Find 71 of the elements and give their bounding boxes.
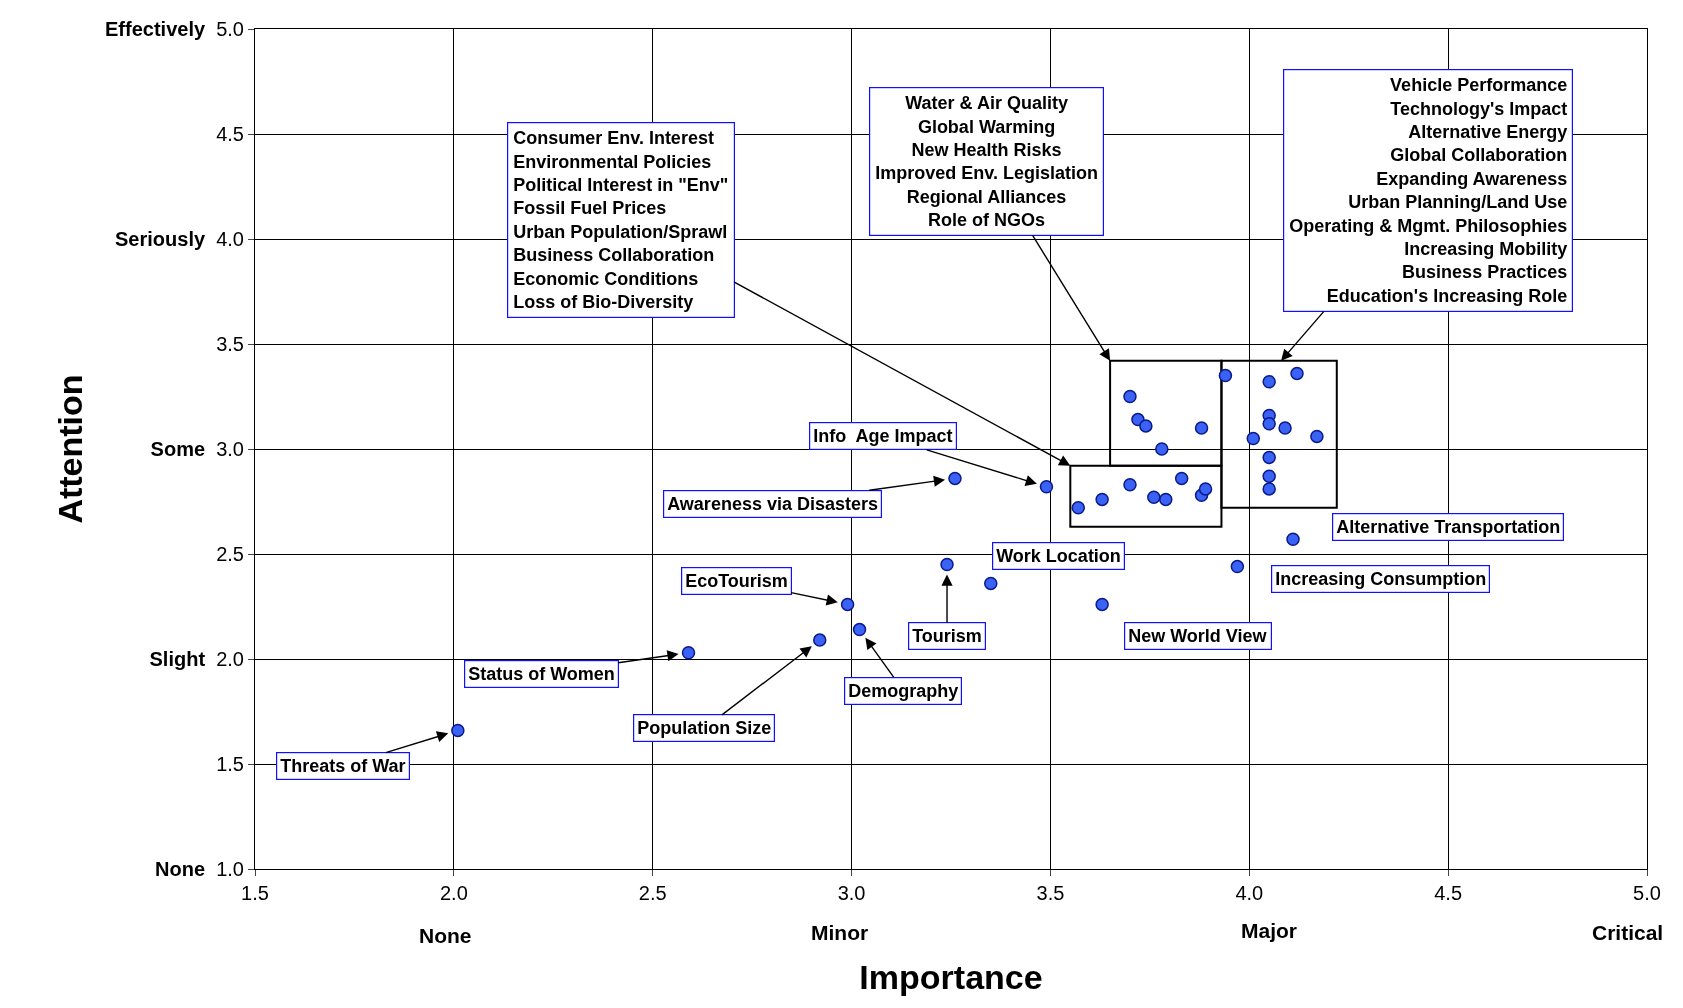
point: [940, 557, 954, 572]
text: None: [419, 924, 472, 947]
point: [1123, 389, 1137, 404]
annotation: Work Location: [996, 546, 1121, 567]
x-tick-label: 3.0: [837, 882, 866, 904]
annotation: Demography: [848, 681, 959, 702]
text: Minor: [811, 921, 869, 944]
point: [1310, 429, 1324, 444]
text: Major: [1241, 919, 1298, 942]
point: [852, 622, 867, 637]
y-axis-title: Attention: [50, 374, 89, 524]
point: [948, 471, 962, 486]
annotation: Population Size: [637, 718, 772, 739]
point: [1095, 492, 1109, 507]
point: [1147, 490, 1161, 505]
x-tick-label: 4.5: [1434, 882, 1463, 904]
point: [813, 633, 827, 647]
y-tick-label: Some 3.0: [150, 438, 244, 460]
x-tick-label: 1.5: [241, 882, 269, 904]
x-tick-label: 4.0: [1235, 882, 1264, 904]
point: [1159, 492, 1173, 507]
point: [1174, 471, 1189, 486]
annotation: Alternative Transportation: [1336, 517, 1561, 538]
point: [1290, 366, 1304, 381]
point: [1039, 480, 1054, 494]
annotation: New World View: [1128, 626, 1268, 647]
point: [1198, 482, 1213, 496]
text: Critical: [1592, 921, 1664, 944]
point: [1262, 469, 1276, 484]
y-tick-label: None 1.0: [155, 858, 244, 880]
point: [1262, 417, 1276, 431]
point: [1262, 482, 1276, 496]
y-tick-label: Seriously 4.0: [115, 228, 244, 250]
text: Vehicle Performance Technology's Impact Alternative Energy Global Collaboration Expanding Awareness Urban Planning/Land Use Operating & Mgmt. Philosophies Increasing Mobility Business Practices Education's Increasing Role: [1289, 75, 1568, 306]
x-tick-label: 2.0: [439, 882, 468, 904]
y-tick-label: Effectively 5.0: [105, 18, 244, 40]
point: [1262, 450, 1276, 465]
annotation: Status of Women: [468, 664, 615, 685]
point: [1278, 421, 1292, 435]
point: [1123, 477, 1137, 492]
annotation: Consumer Env. Interest Environmental Policies Political Interest in "Env" Fossil Fuel Prices Urban Population/Sprawl Business Collaboration Economic Conditions Loss of Bio-Diversity: [513, 128, 729, 312]
x-axis-title: Importance: [859, 958, 1043, 997]
point: [681, 645, 696, 660]
point: [1155, 442, 1169, 456]
point: [1286, 532, 1300, 547]
annotation: Info Age Impact: [813, 426, 953, 447]
point: [1246, 431, 1261, 446]
annotation: Water & Air Quality Global Warming New Health Risks Improved Env. Legislation Regional Alliances Role of NGOs: [875, 93, 1098, 231]
point: [451, 723, 465, 738]
annotation: Threats of War: [280, 756, 406, 777]
point: [1095, 597, 1109, 612]
x-tick-label: 3.5: [1036, 882, 1065, 904]
y-tick-label: 4.5: [216, 123, 244, 145]
y-tick-label: Slight 2.0: [149, 648, 244, 670]
annotation: Awareness via Disasters: [667, 494, 879, 515]
y-tick-label: 3.5: [216, 333, 244, 355]
point: [1262, 375, 1276, 389]
y-tick-label: 2.5: [216, 543, 244, 565]
point: [1218, 368, 1233, 383]
x-tick-label: 5.0: [1633, 882, 1661, 904]
point: [1139, 419, 1153, 433]
point: [1071, 501, 1086, 515]
annotation: EcoTourism: [685, 571, 788, 592]
point: [1194, 421, 1209, 435]
y-tick-label: 1.5: [216, 753, 244, 775]
annotation: Tourism: [912, 626, 982, 647]
point: [1230, 559, 1245, 574]
point: [984, 576, 998, 591]
x-tick-label: 2.5: [638, 882, 667, 904]
point: [840, 597, 855, 612]
annotation: Increasing Consumption: [1275, 569, 1487, 590]
